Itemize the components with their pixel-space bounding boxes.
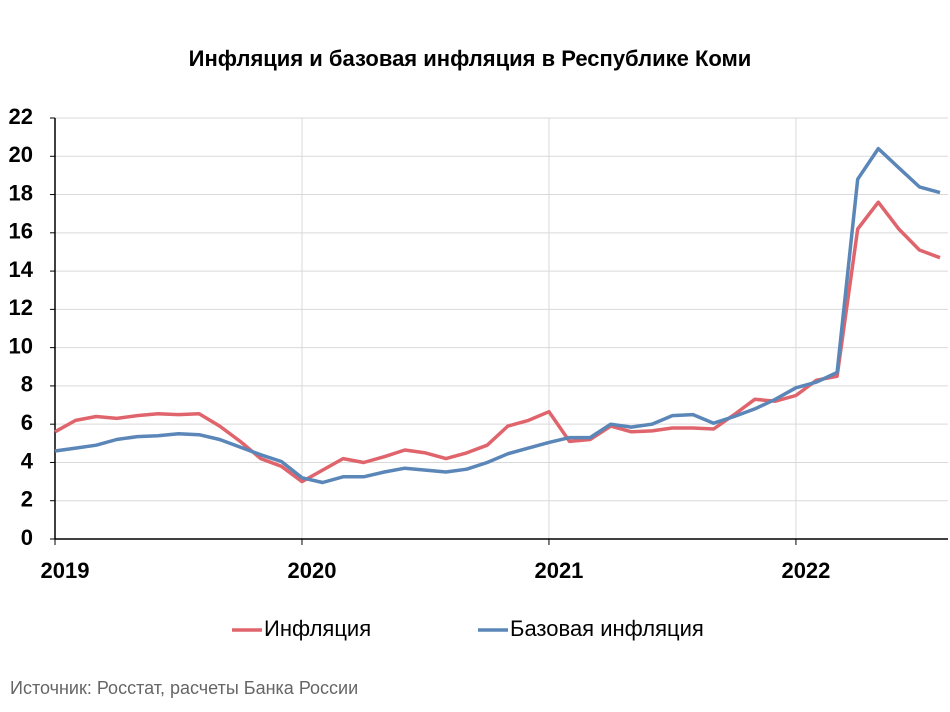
legend-label: Базовая инфляция: [510, 616, 704, 641]
y-tick-label: 4: [21, 448, 34, 473]
y-tick-label: 10: [9, 333, 33, 358]
series-line: [54, 146, 941, 485]
y-tick-label: 18: [9, 180, 33, 205]
x-tick-label: 2019: [41, 558, 90, 583]
x-tick-label: 2021: [534, 558, 583, 583]
y-tick-label: 8: [21, 372, 33, 397]
y-tick-label: 6: [21, 410, 33, 435]
series-line: [54, 200, 941, 484]
y-tick-label: 14: [9, 257, 34, 282]
y-tick-label: 16: [9, 219, 33, 244]
x-tick-label: 2020: [288, 558, 337, 583]
y-tick-label: 22: [9, 104, 33, 129]
source: Источник: Росстат, расчеты Банка России: [10, 678, 358, 698]
y-tick-label: 20: [9, 142, 33, 167]
x-tick-label: 2022: [781, 558, 830, 583]
y-tick-label: 0: [21, 525, 33, 550]
y-tick-label: 2: [21, 487, 33, 512]
chart-title: Инфляция и базовая инфляция в Республике…: [189, 46, 752, 71]
legend-label: Инфляция: [264, 616, 371, 641]
y-tick-label: 12: [9, 295, 33, 320]
